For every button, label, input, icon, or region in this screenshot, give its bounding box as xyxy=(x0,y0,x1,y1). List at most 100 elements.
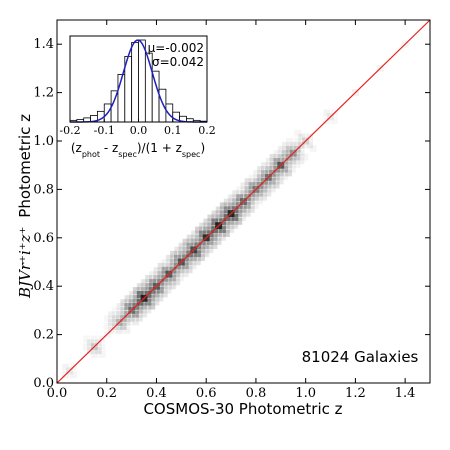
density-cell xyxy=(236,186,244,194)
density-cell xyxy=(240,205,247,213)
density-cell xyxy=(282,141,290,149)
density-cell xyxy=(264,181,272,189)
density-cell xyxy=(90,350,98,358)
density-cell xyxy=(187,234,195,242)
density-cell xyxy=(153,266,161,274)
density-cell xyxy=(268,185,276,193)
density-cell xyxy=(247,198,255,205)
density-cell xyxy=(170,250,178,258)
density-cell xyxy=(202,218,210,226)
density-cell xyxy=(251,194,259,202)
histogram-bar xyxy=(165,103,174,123)
density-cell xyxy=(215,214,223,222)
density-cell xyxy=(297,149,305,157)
density-cell xyxy=(203,226,211,234)
density-cell xyxy=(182,261,190,269)
density-cell xyxy=(169,259,177,267)
density-cell xyxy=(203,218,211,226)
density-cell xyxy=(288,157,296,165)
density-cell xyxy=(281,150,289,158)
density-cell xyxy=(272,173,280,181)
density-cell xyxy=(232,198,240,205)
density-cell xyxy=(297,157,305,165)
density-cell xyxy=(264,166,272,174)
histogram-bar xyxy=(151,70,160,123)
svg-text:BJVr⁺i⁺z⁺ Photometric z: BJVr⁺i⁺z⁺ Photometric z xyxy=(16,114,34,299)
x-tick-label: 1.4 xyxy=(395,386,416,401)
density-cell xyxy=(141,286,149,294)
density-cell xyxy=(136,283,144,291)
density-cell xyxy=(107,311,115,319)
inset-x-tick-label: 0.1 xyxy=(164,124,182,137)
density-cell xyxy=(243,201,251,209)
density-cell xyxy=(136,306,144,314)
density-cell xyxy=(166,262,174,270)
galaxy-count-annotation: 81024 Galaxies xyxy=(302,348,419,366)
inset-mu-stat: μ=-0.002 xyxy=(148,41,204,55)
density-cell xyxy=(189,262,197,270)
density-cell xyxy=(288,165,296,173)
y-axis-label: BJVr⁺i⁺z⁺ Photometric z xyxy=(16,114,34,299)
density-cell xyxy=(152,275,160,282)
density-cell xyxy=(173,254,181,262)
density-cell xyxy=(186,234,194,242)
density-cell xyxy=(176,266,184,274)
density-cell xyxy=(94,347,102,355)
density-cell xyxy=(207,222,215,230)
density-cell xyxy=(247,205,255,213)
density-cell xyxy=(186,257,194,265)
density-cell xyxy=(62,363,70,371)
density-cell xyxy=(149,271,157,279)
density-cell xyxy=(124,303,132,311)
density-cell xyxy=(131,310,139,318)
density-cell xyxy=(260,193,268,201)
density-cell xyxy=(119,322,127,330)
density-cell xyxy=(214,230,222,238)
density-cell xyxy=(211,218,219,226)
density-cell xyxy=(185,266,193,274)
density-cell xyxy=(153,274,161,282)
density-cell xyxy=(128,314,136,322)
density-cell xyxy=(116,310,124,318)
density-cell xyxy=(243,209,251,217)
density-cell xyxy=(123,319,131,326)
density-cell xyxy=(186,242,194,250)
y-tick-label: 1.4 xyxy=(33,37,54,52)
density-cell xyxy=(218,210,226,218)
density-cell xyxy=(282,149,290,157)
density-cell xyxy=(139,310,147,318)
density-cell xyxy=(189,254,197,262)
density-cell xyxy=(273,173,281,181)
density-cell xyxy=(226,226,234,234)
density-cell xyxy=(152,290,160,298)
density-cell xyxy=(219,202,227,210)
density-cell xyxy=(191,238,199,246)
density-cell xyxy=(198,245,206,253)
density-cell xyxy=(156,286,164,294)
histogram-bar xyxy=(158,88,167,123)
density-cell xyxy=(240,189,248,197)
density-cell xyxy=(265,157,273,165)
density-cell xyxy=(227,202,235,210)
x-tick-label: 0.8 xyxy=(246,386,267,401)
x-tick-label: 0.2 xyxy=(96,386,117,401)
density-cell xyxy=(136,290,144,298)
density-cell xyxy=(128,298,136,306)
density-cell xyxy=(190,238,198,246)
density-cell xyxy=(181,246,189,254)
density-cell xyxy=(111,315,119,323)
density-cell xyxy=(144,306,152,314)
density-cell xyxy=(285,138,293,146)
density-cell xyxy=(132,287,140,295)
density-cell xyxy=(182,246,190,254)
x-tick-label: 0.0 xyxy=(47,386,68,401)
density-cell xyxy=(199,229,207,237)
density-cell xyxy=(201,242,209,250)
density-cell xyxy=(131,318,139,326)
density-cell xyxy=(181,262,189,270)
density-cell xyxy=(256,189,264,197)
density-cell xyxy=(253,177,261,185)
density-cell xyxy=(176,274,184,282)
density-cell xyxy=(285,161,292,169)
density-cell xyxy=(131,295,139,303)
